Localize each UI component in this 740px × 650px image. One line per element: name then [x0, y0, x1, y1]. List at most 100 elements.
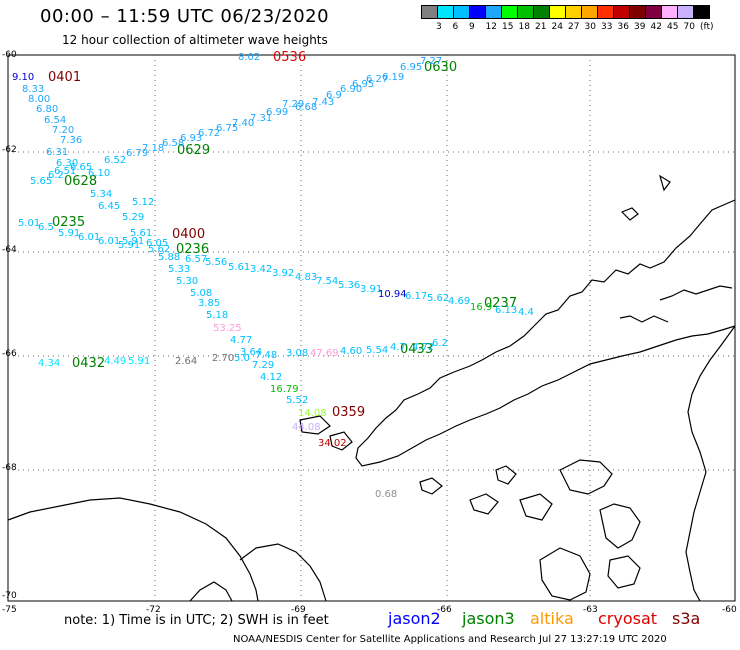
scale-swatch [693, 5, 710, 19]
swh-value-label: 4.77 [230, 335, 252, 346]
swh-value-label: 6.79 [126, 148, 148, 159]
swh-value-label: 4.7 [390, 342, 406, 353]
swh-value-label: 6.72 [198, 128, 220, 139]
swh-value-label: 7.48 [255, 350, 277, 361]
track-time-label: 0400 [172, 227, 205, 242]
track-time-label: 0629 [177, 143, 210, 158]
track-time-label: 0628 [64, 174, 97, 189]
scale-label: 70 [683, 22, 695, 32]
swh-value-label: 7.40 [232, 118, 254, 129]
swh-value-label: 5.29 [122, 212, 144, 223]
track-time-label: 0237 [484, 296, 517, 311]
swh-value-label: 5.62 [427, 293, 449, 304]
swh-value-label: 5.88 [158, 252, 180, 263]
swh-value-label: 7.54 [316, 276, 338, 287]
swh-value-label: 6.95 [400, 62, 422, 73]
map-subtitle: 12 hour collection of altimeter wave hei… [62, 33, 328, 47]
map-title: 00:00 – 11:59 UTC 06/23/2020 [40, 6, 330, 27]
scale-label: 24 [551, 22, 563, 32]
swh-value-label: 6.19 [382, 72, 404, 83]
swh-value-label: 16.79 [270, 384, 299, 395]
swh-value-label: 16.9 [470, 302, 492, 313]
swh-value-label: 4.12 [260, 372, 282, 383]
lat-label: -66 [2, 349, 17, 359]
swh-value-label: 5.18 [206, 310, 228, 321]
lon-label: -63 [583, 605, 598, 615]
swh-value-label: 7.29 [282, 99, 304, 110]
swh-value-label: 5.91 [118, 240, 140, 251]
scale-label: 36 [617, 22, 629, 32]
swh-value-label: 5.0 [234, 353, 250, 364]
swh-value-label: 4.60 [340, 346, 362, 357]
track-time-label: 0432 [72, 356, 105, 371]
swh-value-label: 6.65 [70, 162, 92, 173]
swh-value-label: 9.10 [12, 72, 34, 83]
map-frame [7, 54, 736, 602]
track-time-label: 0401 [48, 70, 81, 85]
swh-value-label: 5.12 [132, 197, 154, 208]
scale-label: 21 [535, 22, 547, 32]
swh-value-label: 5.56 [205, 257, 227, 268]
graticule [8, 55, 735, 601]
scale-label: 30 [584, 22, 596, 32]
swh-value-label: 6.90 [340, 84, 362, 95]
scale-label: 15 [502, 22, 514, 32]
swh-value-label: 5.08 [190, 288, 212, 299]
swh-value-label: 7.36 [60, 135, 82, 146]
swh-value-label: 5.61 [228, 262, 250, 273]
swh-value-label: 5.65 [30, 176, 52, 187]
satellite-legend-item: altika [530, 609, 574, 628]
coastline [7, 174, 736, 602]
swh-value-label: 7.27 [420, 56, 442, 67]
swh-value-label: 5.61 [130, 228, 152, 239]
swh-value-label: 6.54 [44, 115, 66, 126]
satellite-legend-item: cryosat [598, 609, 658, 628]
track-time-label: 0235 [52, 215, 85, 230]
scale-label: 9 [469, 22, 475, 32]
lon-label: -69 [291, 605, 306, 615]
lon-label: -60 [722, 605, 737, 615]
swh-value-label: 5.01 [18, 218, 40, 229]
swh-value-label: 4.49 [104, 356, 126, 367]
swh-value-label: 6.99 [266, 107, 288, 118]
swh-value-label: 0.68 [375, 489, 397, 500]
swh-value-label: 5.34 [90, 189, 112, 200]
footer-credit: NOAA/NESDIS Center for Satellite Applica… [233, 634, 667, 645]
track-time-label: 0536 [273, 50, 306, 65]
swh-value-label: 8.02 [238, 52, 260, 63]
swh-value-label: 6.05 [146, 238, 168, 249]
swh-value-label: 6.27 [366, 74, 388, 85]
swh-value-label: 6.45 [98, 201, 120, 212]
swh-value-label: 7.43 [312, 97, 334, 108]
swh-value-label: 6.80 [36, 104, 58, 115]
swh-value-label: 6.10 [88, 168, 110, 179]
swh-value-label: 3.92 [272, 268, 294, 279]
color-scale [421, 5, 710, 19]
swh-value-label: 3.85 [198, 298, 220, 309]
swh-value-label: 8.33 [22, 84, 44, 95]
swh-value-label: 6.75 [216, 123, 238, 134]
scale-label: 18 [518, 22, 530, 32]
scale-label: 27 [568, 22, 580, 32]
swh-value-label: 2.70 [212, 353, 234, 364]
scale-label: 12 [485, 22, 497, 32]
swh-value-label: 5.33 [168, 264, 190, 275]
swh-value-label: 3.91 [360, 284, 382, 295]
swh-value-label: 7.18 [142, 143, 164, 154]
swh-value-label: 5.52 [286, 395, 308, 406]
lon-label: -75 [2, 605, 17, 615]
scale-label: 33 [601, 22, 613, 32]
satellite-legend-item: jason3 [462, 609, 515, 628]
swh-value-label: 3.08 [286, 348, 308, 359]
scale-label: (ft) [700, 22, 714, 32]
swh-value-label: 5.54 [366, 345, 388, 356]
scale-label: 39 [634, 22, 646, 32]
swh-value-label: 6.13 [495, 305, 517, 316]
swh-value-label: 4.72 [412, 342, 434, 353]
swh-value-label: 6.01 [98, 236, 120, 247]
swh-value-label: 5.62 [148, 244, 170, 255]
swh-value-label: 3.42 [250, 264, 272, 275]
swh-value-label: 10.94 [378, 289, 407, 300]
swh-value-label: 6.9 [326, 90, 342, 101]
